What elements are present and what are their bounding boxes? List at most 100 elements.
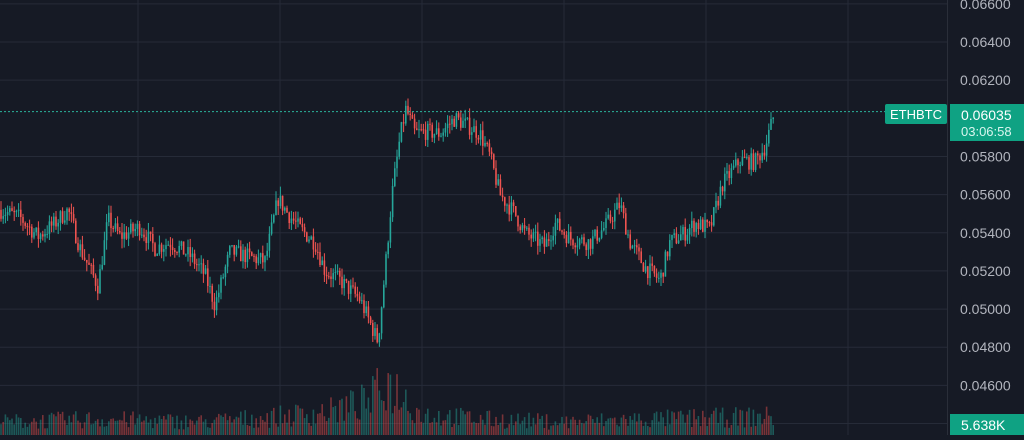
- candle-body: [589, 239, 592, 249]
- candle: [321, 256, 323, 266]
- volume-bar: [17, 417, 20, 435]
- candle: [620, 197, 623, 212]
- candle: [22, 213, 24, 231]
- volume-bar: [455, 408, 458, 435]
- volume-bar: [209, 427, 211, 435]
- candle: [468, 108, 471, 140]
- candle: [515, 206, 517, 217]
- volume-label: 5.638K: [961, 417, 1006, 433]
- candle: [237, 239, 240, 249]
- volume-bar: [429, 422, 431, 435]
- candle-body: [17, 209, 20, 211]
- volume-bar: [519, 424, 521, 435]
- candle-body: [649, 263, 651, 279]
- candle: [266, 242, 268, 261]
- volume-bar: [319, 413, 321, 435]
- candle-body: [167, 244, 169, 246]
- candle-body: [251, 252, 253, 256]
- candle: [325, 266, 328, 285]
- candle: [752, 149, 755, 172]
- candle-body: [424, 129, 427, 140]
- candle-body: [552, 235, 554, 241]
- candle-body: [378, 333, 381, 343]
- volume-bar: [367, 397, 370, 435]
- volume-bar: [0, 424, 2, 435]
- volume-bar: [299, 408, 301, 435]
- candle-body: [765, 143, 768, 156]
- candle-body: [521, 225, 524, 231]
- candle-body: [770, 119, 772, 130]
- candle-body: [244, 249, 246, 263]
- candle-body: [174, 250, 176, 252]
- volume-bar: [418, 409, 420, 435]
- candle-body: [270, 222, 273, 234]
- candle-body: [169, 244, 172, 248]
- candle-body: [550, 240, 552, 242]
- candle-body: [653, 265, 656, 274]
- candle: [429, 118, 431, 131]
- candle: [222, 273, 224, 280]
- candle: [235, 244, 238, 257]
- volume-bar: [191, 420, 194, 435]
- candle-body: [306, 232, 308, 242]
- volume-bar: [213, 419, 216, 435]
- candle: [171, 238, 174, 255]
- volume-bar: [64, 420, 66, 435]
- candle: [248, 241, 251, 260]
- candle: [479, 123, 482, 146]
- volume-bar: [70, 422, 73, 435]
- candle: [697, 219, 700, 235]
- candle-body: [444, 127, 447, 133]
- volume-bar: [526, 428, 528, 435]
- candle: [490, 147, 493, 160]
- volume-bar: [697, 415, 700, 435]
- candle-body: [4, 214, 7, 217]
- volume-bar: [233, 419, 235, 435]
- candle: [105, 213, 108, 250]
- candle-body: [295, 220, 297, 222]
- candle-body: [37, 227, 40, 239]
- volume-bar: [532, 417, 535, 435]
- volume-bar: [523, 417, 526, 435]
- candle: [671, 234, 673, 249]
- candle-body: [218, 292, 220, 298]
- candle: [180, 240, 183, 250]
- candle-body: [191, 253, 194, 257]
- volume-bar: [361, 384, 363, 435]
- candle: [79, 239, 81, 257]
- candle: [475, 120, 477, 145]
- candle-body: [75, 220, 77, 244]
- volume-bar: [396, 374, 398, 435]
- candle-body: [394, 168, 396, 186]
- volume-bar: [374, 379, 376, 435]
- candle: [187, 239, 189, 262]
- candle: [427, 120, 429, 148]
- volume-bar: [484, 424, 486, 435]
- volume-bar: [530, 426, 532, 435]
- candle: [519, 224, 521, 234]
- candle-body: [407, 105, 409, 114]
- candle: [537, 222, 539, 255]
- volume-bar: [255, 418, 257, 435]
- volume-bar: [72, 414, 75, 435]
- candle-body: [640, 251, 642, 263]
- candle-body: [737, 159, 739, 166]
- volume-bar: [279, 405, 282, 435]
- candle: [550, 235, 552, 250]
- volume-bar: [92, 423, 95, 435]
- volume-bar: [541, 415, 543, 435]
- volume-bars: [0, 368, 774, 435]
- candle: [735, 152, 737, 168]
- candle-body: [409, 113, 411, 115]
- candle-body: [361, 300, 363, 302]
- candle-body: [759, 155, 761, 161]
- volume-bar: [101, 419, 103, 435]
- volume-bar: [649, 427, 651, 435]
- candle-body: [543, 237, 546, 247]
- candle: [455, 112, 458, 130]
- volume-bar: [675, 419, 678, 435]
- candle: [213, 293, 216, 318]
- candle-body: [64, 220, 66, 223]
